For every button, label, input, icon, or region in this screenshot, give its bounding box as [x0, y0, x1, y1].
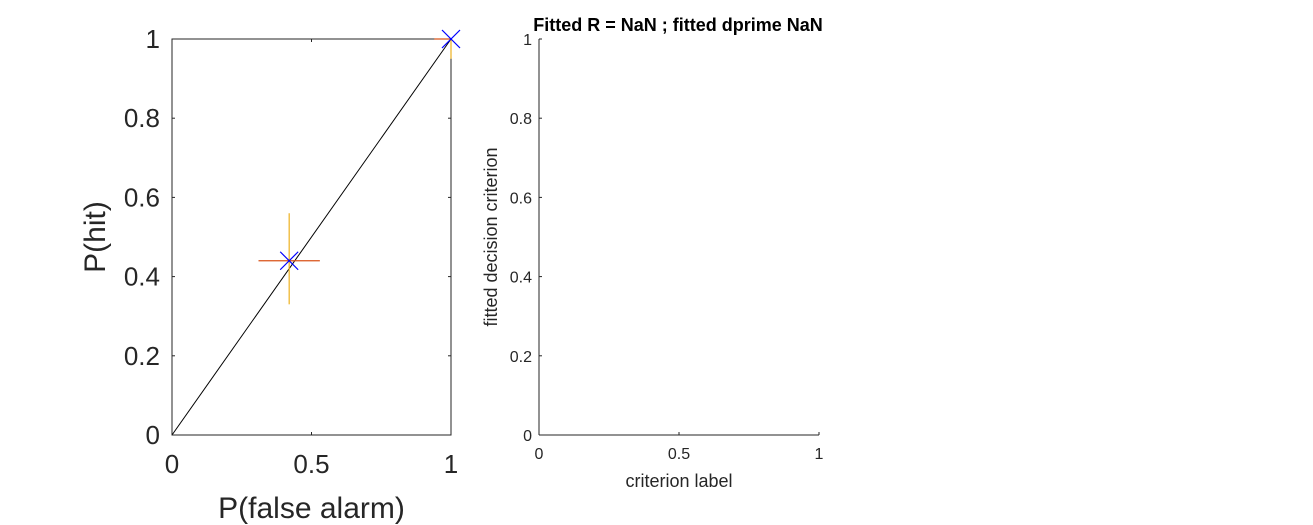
- roc-xtick-label: 0: [165, 449, 179, 479]
- criterion-tick-marks: [538, 38, 820, 436]
- criterion-xtick-label: 1: [815, 446, 824, 463]
- roc-xtick-label: 1: [444, 449, 458, 479]
- chance-diagonal-line: [171, 38, 452, 436]
- criterion-ytick-label: 0: [523, 428, 532, 445]
- criterion-xlabel: criterion label: [625, 471, 732, 491]
- roc-xtick-labels: 0 0.5 1: [165, 449, 458, 479]
- criterion-ylabel: fitted decision criterion: [481, 147, 501, 326]
- roc-xtick-label: 0.5: [293, 449, 329, 479]
- roc-ytick-label: 1: [146, 24, 160, 54]
- criterion-xtick-labels: 0 0.5 1: [535, 446, 824, 463]
- criterion-ytick-labels: 0 0.2 0.4 0.6 0.8 1: [510, 32, 532, 445]
- roc-xlabel: P(false alarm): [218, 492, 405, 525]
- roc-point: [434, 29, 461, 59]
- x-marker-stroke: [441, 29, 461, 49]
- roc-ytick-label: 0.4: [124, 262, 160, 292]
- roc-ytick-label: 0.6: [124, 182, 160, 212]
- roc-data-points: [258, 29, 461, 305]
- criterion-ytick-label: 0.4: [510, 270, 532, 287]
- roc-ylabel: P(hit): [79, 201, 112, 273]
- roc-ytick-labels: 0 0.2 0.4 0.6 0.8 1: [124, 24, 160, 450]
- roc-tick-marks: [171, 38, 452, 436]
- criterion-ytick-label: 0.2: [510, 349, 532, 366]
- criterion-title: Fitted R = NaN ; fitted dprime NaN: [533, 15, 823, 35]
- criterion-ytick-label: 1: [523, 32, 532, 49]
- criterion-xtick-label: 0.5: [668, 446, 690, 463]
- roc-ytick-label: 0.8: [124, 103, 160, 133]
- criterion-axes: 00.20.40.60.81 0 0.5 1 criterion label fit…: [481, 15, 824, 491]
- criterion-xtick-label: 0: [535, 446, 544, 463]
- criterion-ytick-label: 0.8: [510, 111, 532, 128]
- roc-ytick-label: 0.2: [124, 341, 160, 371]
- x-marker-stroke: [279, 251, 299, 271]
- roc-ytick-label: 0: [146, 420, 160, 450]
- roc-axes: 00.20.40.60.81 0 0.5 1 P(false alarm) P(hi…: [79, 24, 461, 525]
- roc-point: [258, 213, 320, 305]
- criterion-ytick-label: 0.6: [510, 190, 532, 207]
